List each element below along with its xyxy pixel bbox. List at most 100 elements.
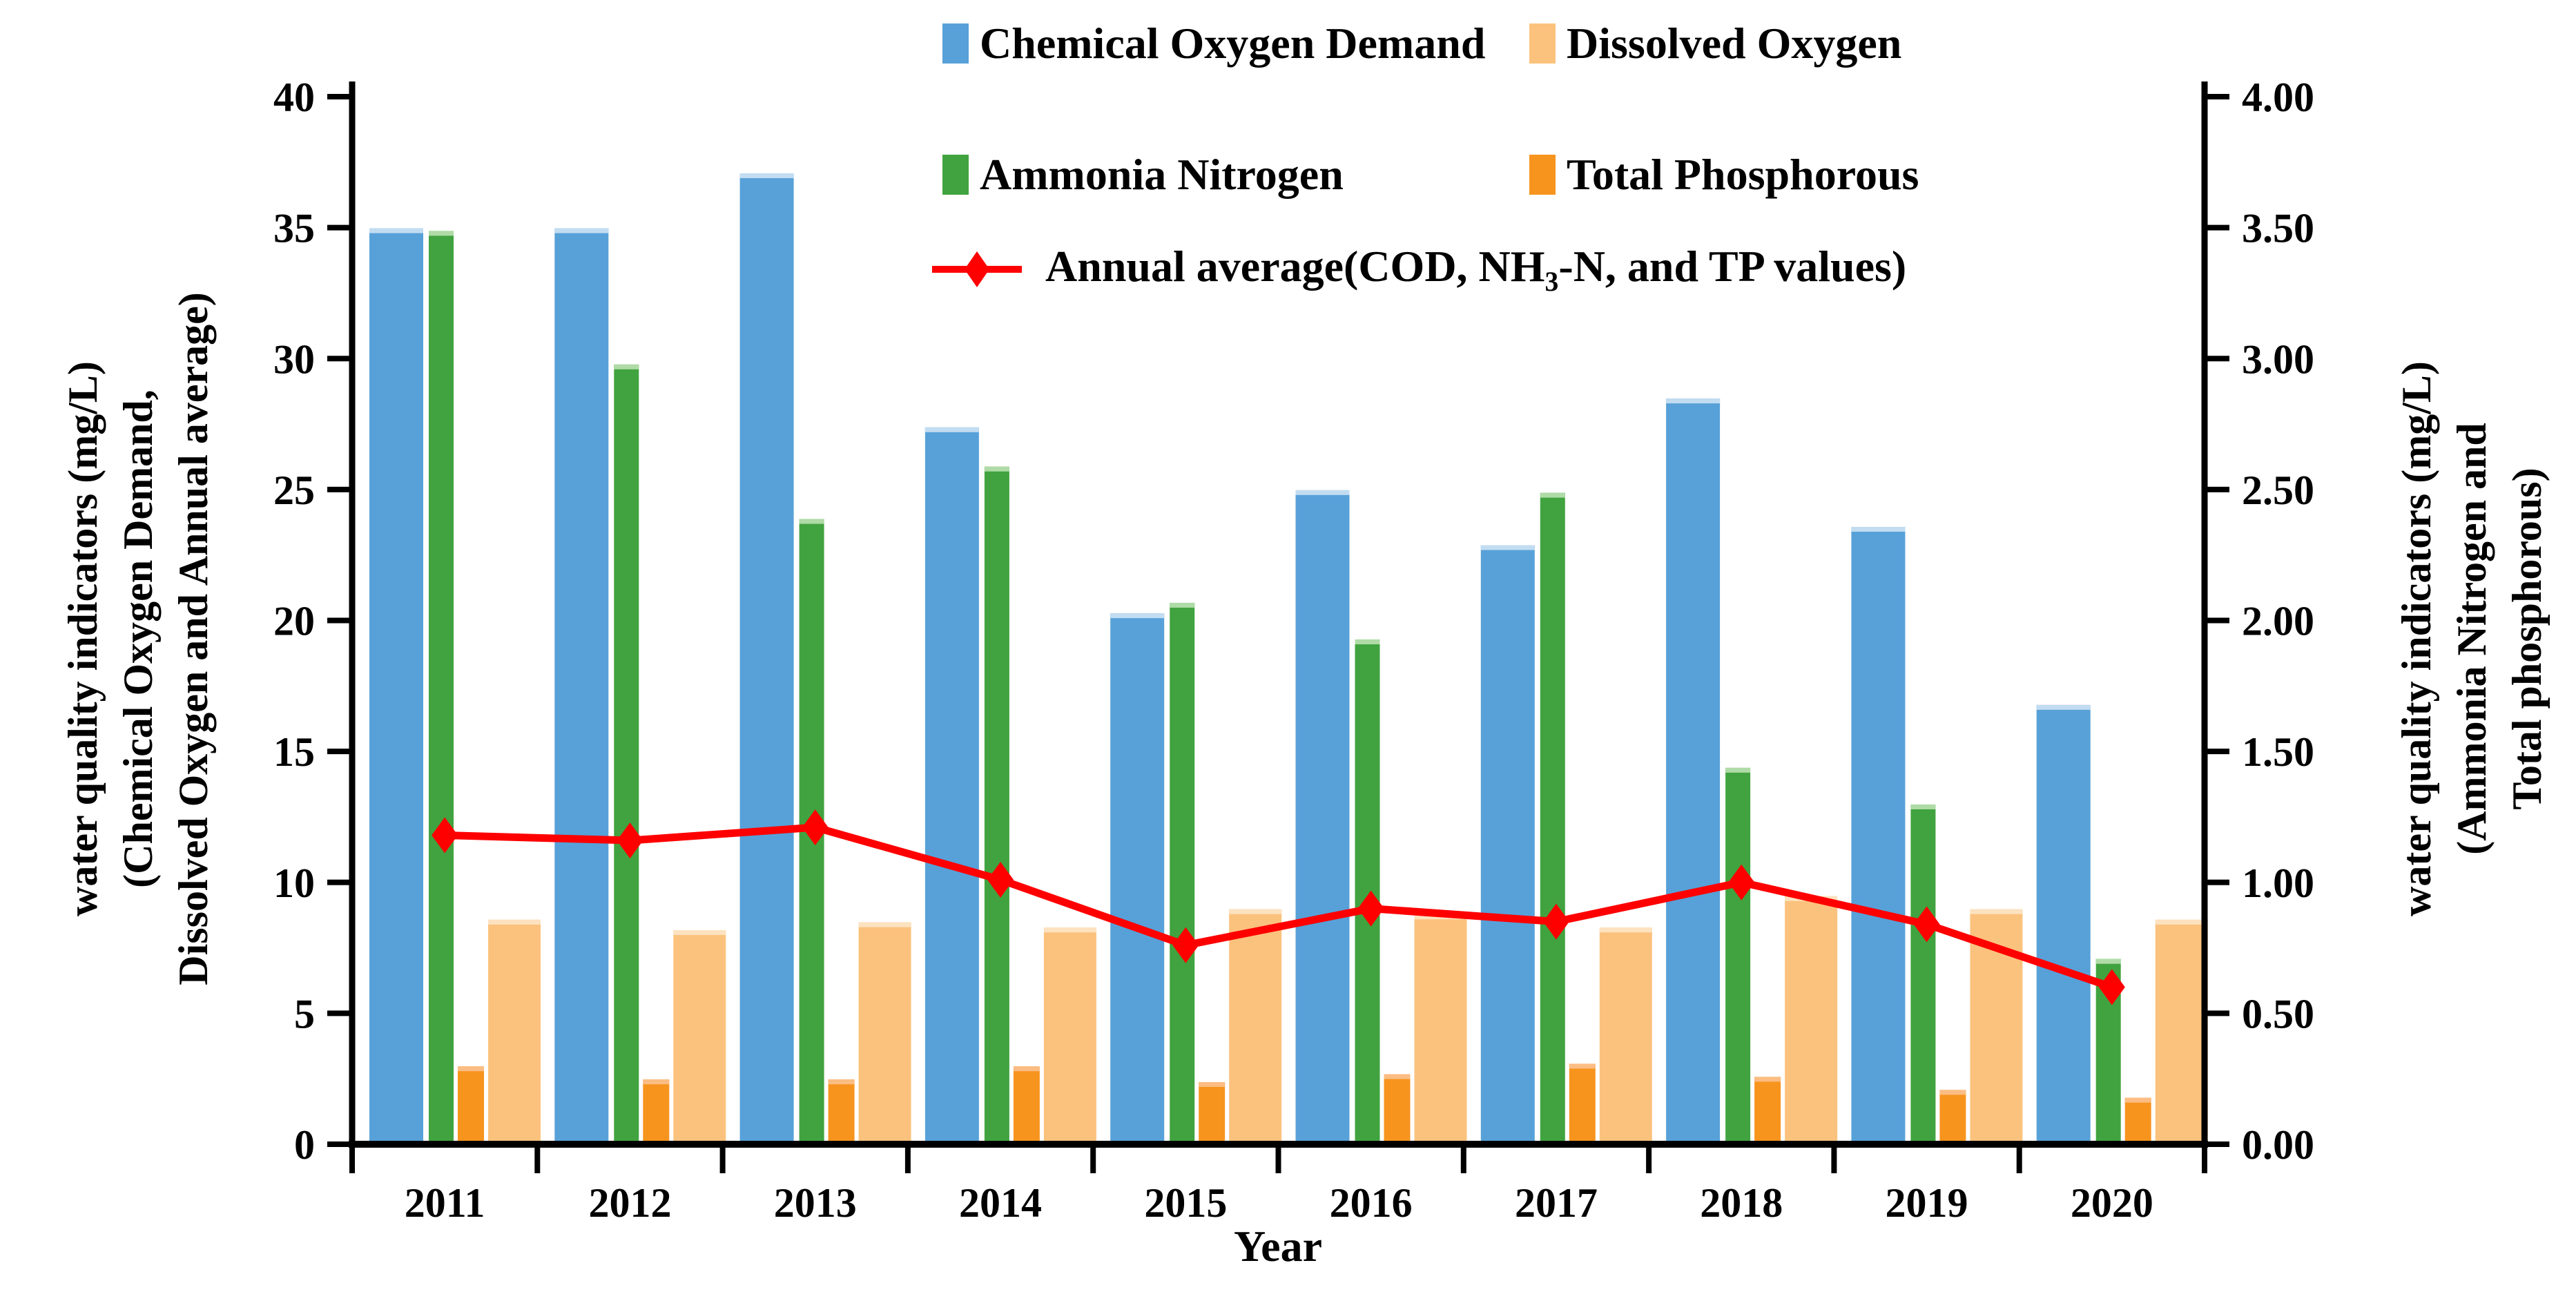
x-axis-tick-label: 2013	[774, 1180, 857, 1226]
x-axis-tick-label: 2014	[959, 1180, 1042, 1226]
legend-item-an: Ammonia Nitrogen	[942, 144, 1344, 206]
left-axis-tick-label: 10	[273, 860, 315, 906]
bar-cap-do-2011	[488, 919, 541, 925]
bar-cod-2014	[923, 425, 980, 1145]
bar-tp-2012	[641, 1078, 671, 1145]
bar-tp-2014	[1011, 1065, 1041, 1145]
legend-label-do: Dissolved Oxygen	[1567, 19, 1902, 68]
bar-an-2014	[982, 465, 1011, 1145]
x-axis-tick-label: 2012	[588, 1180, 671, 1226]
legend-label-an: Ammonia Nitrogen	[980, 150, 1344, 199]
bar-tp-2018	[1753, 1075, 1783, 1146]
bar-cap-tp-2013	[828, 1079, 855, 1085]
bar-cap-tp-2019	[1939, 1090, 1966, 1095]
right-axis-tick-label: 2.00	[2242, 599, 2314, 644]
legend-item-annual-average: Annual average(COD, NH3-N, and TP values…	[932, 238, 1906, 300]
bar-cap-cod-2018	[1666, 398, 1721, 404]
bar-cod-2017	[1479, 543, 1536, 1145]
legend-item-tp: Total Phosphorous	[1529, 144, 1919, 206]
bar-an-2017	[1538, 491, 1567, 1145]
annual-average-point-2018	[1728, 864, 1755, 900]
bar-cap-cod-2020	[2036, 704, 2091, 710]
bar-cap-cod-2015	[1110, 613, 1165, 619]
x-axis-tick-label: 2016	[1330, 1180, 1413, 1226]
bar-tp-2013	[826, 1078, 856, 1145]
bar-an-2015	[1168, 601, 1197, 1145]
left-axis-tick-label: 15	[273, 729, 315, 775]
annual-average-point-2011	[432, 817, 458, 854]
annual-average-point-2020	[2098, 969, 2125, 1005]
x-axis-tick-label: 2018	[1700, 1180, 1783, 1226]
x-axis-tick-label: 2015	[1144, 1180, 1227, 1226]
annual-average-line-icon	[932, 238, 1022, 300]
bar-an-2018	[1724, 766, 1752, 1145]
bar-cap-do-2019	[1970, 909, 2023, 914]
annual-average-point-2014	[987, 861, 1014, 898]
bar-cap-an-2019	[1910, 804, 1936, 809]
x-axis-tick-label: 2011	[405, 1180, 485, 1226]
cod-swatch-icon	[942, 23, 969, 64]
bar-cap-tp-2017	[1569, 1063, 1596, 1069]
annual-average-point-2016	[1357, 890, 1384, 927]
an-swatch-icon	[942, 155, 969, 195]
bar-an-2019	[1909, 802, 1937, 1145]
x-axis-tick-label: 2019	[1886, 1180, 1968, 1226]
bar-tp-2020	[2123, 1096, 2153, 1145]
left-axis-tick-label: 30	[273, 336, 315, 382]
bar-tp-2015	[1197, 1080, 1227, 1145]
bar-cap-do-2014	[1043, 927, 1096, 933]
bar-cap-an-2014	[984, 466, 1009, 472]
bar-cap-tp-2020	[2124, 1097, 2151, 1103]
legend-label-annual-average: Annual average(COD, NH3-N, and TP values…	[1045, 242, 1907, 297]
left-axis-tick-label: 35	[273, 206, 315, 251]
right-axis-tick-label: 3.50	[2242, 206, 2314, 251]
bar-cap-cod-2019	[1851, 526, 1906, 532]
bar-cap-an-2018	[1725, 767, 1751, 773]
bar-cap-cod-2013	[739, 173, 794, 178]
bar-cap-an-2016	[1355, 639, 1380, 645]
bar-do-2012	[672, 929, 728, 1145]
bar-cod-2015	[1109, 612, 1166, 1145]
bar-cod-2011	[368, 227, 425, 1145]
bar-cap-tp-2018	[1754, 1077, 1781, 1082]
bar-do-2017	[1598, 926, 1654, 1146]
bar-tp-2019	[1938, 1088, 1968, 1146]
bar-do-2011	[487, 918, 542, 1145]
bar-cap-tp-2015	[1199, 1081, 1226, 1087]
right-axis-tick-label: 2.50	[2242, 468, 2314, 513]
tp-swatch-icon	[1529, 155, 1556, 195]
legend-item-do: Dissolved Oxygen	[1529, 12, 1901, 75]
legend-label-cod: Chemical Oxygen Demand	[980, 19, 1486, 68]
bar-cod-2013	[738, 171, 795, 1145]
bar-cap-an-2020	[2095, 958, 2121, 964]
bar-cod-2020	[2035, 703, 2092, 1145]
annual-average-line	[444, 823, 2113, 991]
bar-cap-do-2013	[858, 922, 911, 927]
bar-cod-2012	[553, 227, 610, 1145]
bar-cap-tp-2014	[1013, 1066, 1040, 1072]
right-axis-tick-label: 1.50	[2242, 729, 2314, 775]
legend-label-tp: Total Phosphorous	[1567, 150, 1919, 199]
bar-cap-an-2015	[1170, 602, 1195, 608]
right-axis-tick-label: 4.00	[2242, 75, 2314, 120]
bar-cod-2016	[1294, 488, 1351, 1145]
bar-cap-tp-2016	[1384, 1074, 1411, 1079]
bar-cap-do-2020	[2155, 919, 2208, 925]
bar-cod-2018	[1665, 397, 1722, 1146]
annual-average-point-2017	[1542, 903, 1569, 940]
left-axis-tick-label: 0	[294, 1122, 315, 1168]
left-axis-tick-label: 25	[273, 468, 315, 513]
x-axis-tick-label: 2020	[2071, 1180, 2153, 1226]
bar-cap-an-2011	[429, 231, 454, 236]
annual-average-point-2012	[617, 822, 643, 859]
bar-cap-cod-2017	[1480, 545, 1535, 550]
bar-tp-2017	[1567, 1062, 1597, 1145]
annual-average-point-2013	[802, 809, 829, 846]
bar-cap-cod-2011	[369, 228, 423, 233]
bar-an-2011	[427, 229, 455, 1146]
bar-do-2020	[2153, 918, 2209, 1145]
bar-cap-an-2013	[799, 519, 824, 524]
bar-an-2016	[1353, 638, 1382, 1145]
